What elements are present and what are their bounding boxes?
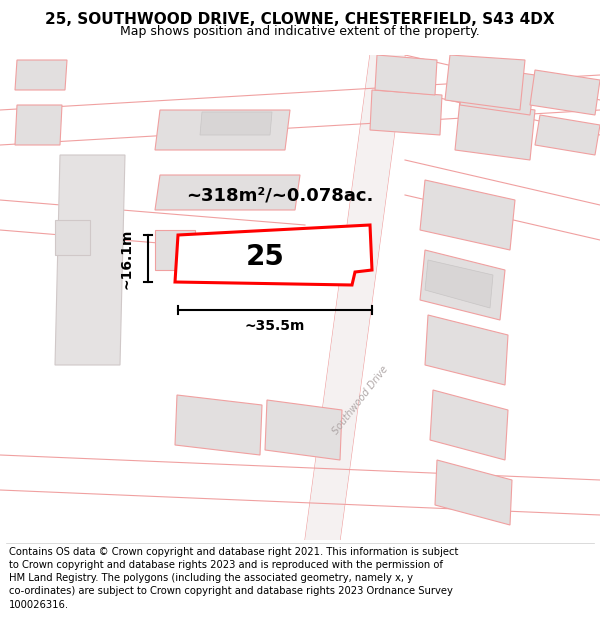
- Polygon shape: [455, 100, 535, 160]
- Polygon shape: [435, 460, 512, 525]
- Text: ~318m²/~0.078ac.: ~318m²/~0.078ac.: [187, 186, 374, 204]
- Polygon shape: [55, 155, 125, 365]
- Polygon shape: [535, 115, 600, 155]
- Polygon shape: [430, 390, 508, 460]
- Polygon shape: [155, 230, 195, 270]
- Polygon shape: [155, 110, 290, 150]
- Polygon shape: [420, 180, 515, 250]
- Text: 25, SOUTHWOOD DRIVE, CLOWNE, CHESTERFIELD, S43 4DX: 25, SOUTHWOOD DRIVE, CLOWNE, CHESTERFIEL…: [45, 12, 555, 27]
- Polygon shape: [445, 55, 525, 110]
- Polygon shape: [155, 175, 300, 210]
- Polygon shape: [305, 55, 405, 540]
- Polygon shape: [420, 250, 505, 320]
- Polygon shape: [425, 260, 493, 308]
- Polygon shape: [375, 55, 437, 95]
- Polygon shape: [370, 90, 442, 135]
- Text: ~35.5m: ~35.5m: [245, 319, 305, 333]
- Polygon shape: [530, 70, 600, 115]
- Polygon shape: [265, 400, 342, 460]
- Polygon shape: [425, 315, 508, 385]
- Polygon shape: [460, 65, 535, 115]
- Polygon shape: [175, 225, 372, 285]
- Polygon shape: [15, 60, 67, 90]
- Polygon shape: [200, 112, 272, 135]
- Text: 25: 25: [245, 243, 284, 271]
- Text: Contains OS data © Crown copyright and database right 2021. This information is : Contains OS data © Crown copyright and d…: [9, 547, 458, 609]
- Text: Southwood Drive: Southwood Drive: [330, 364, 390, 436]
- Text: ~16.1m: ~16.1m: [119, 228, 133, 289]
- Polygon shape: [175, 395, 262, 455]
- Polygon shape: [15, 105, 62, 145]
- Text: Map shows position and indicative extent of the property.: Map shows position and indicative extent…: [120, 26, 480, 39]
- Polygon shape: [55, 220, 90, 255]
